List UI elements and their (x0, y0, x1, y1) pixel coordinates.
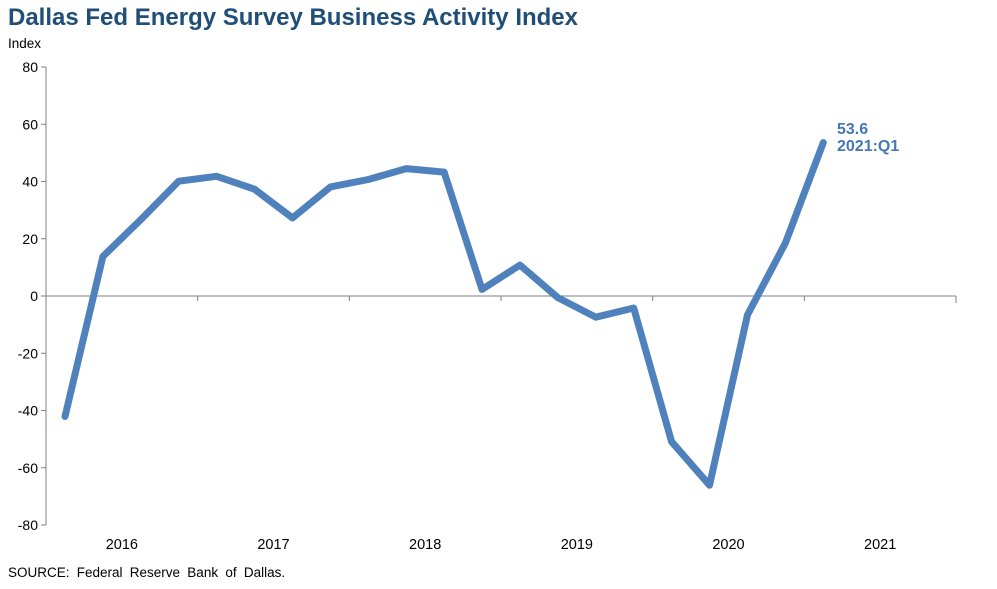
y-tick-label: 80 (22, 59, 38, 75)
x-year-label: 2017 (257, 537, 289, 553)
y-tick-label: 0 (30, 288, 38, 304)
last-point-annotation: 53.6 2021:Q1 (837, 121, 899, 155)
y-tick-label: -40 (18, 403, 38, 419)
source-note: SOURCE: Federal Reserve Bank of Dallas. (8, 565, 286, 580)
annotation-period: 2021:Q1 (837, 138, 900, 155)
y-tick-label: -20 (18, 345, 38, 361)
y-tick-label: -80 (18, 517, 38, 533)
x-year-label: 2021 (864, 537, 896, 553)
y-tick-label: 40 (22, 174, 38, 190)
annotation-value: 53.6 (837, 121, 869, 138)
x-year-label: 2016 (106, 537, 138, 553)
business-activity-index-line (61, 139, 827, 489)
x-year-label: 2018 (409, 537, 441, 553)
x-year-label: 2020 (712, 537, 744, 553)
y-tick-label: -60 (18, 460, 38, 476)
x-year-label: 2019 (561, 537, 593, 553)
y-axis-unit-label: Index (8, 36, 42, 51)
y-tick-label: 60 (22, 116, 38, 132)
chart-title: Dallas Fed Energy Survey Business Activi… (8, 4, 578, 31)
y-tick-label: 20 (22, 231, 38, 247)
